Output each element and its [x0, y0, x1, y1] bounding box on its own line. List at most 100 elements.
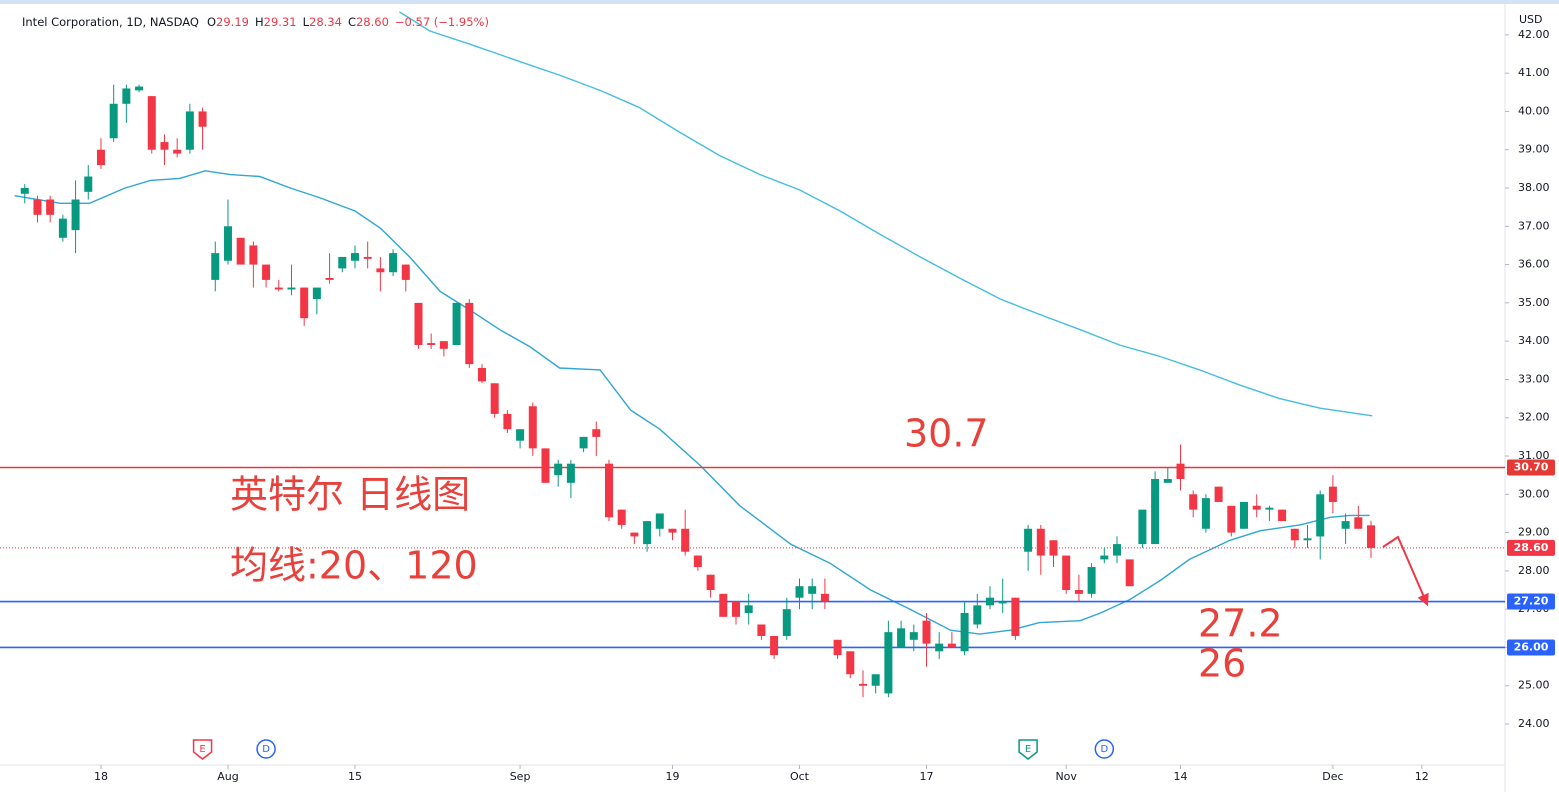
candle-body	[1189, 494, 1198, 510]
candle-body	[833, 639, 842, 656]
candle-body	[731, 601, 740, 617]
candle-body	[490, 383, 499, 414]
candle-body	[20, 188, 29, 194]
candle-body	[719, 593, 728, 617]
event-label: E	[1025, 744, 1031, 755]
candle-body	[58, 218, 67, 238]
price-label-box	[1507, 639, 1555, 656]
candle-body	[604, 463, 613, 518]
candle-body	[1036, 528, 1045, 556]
event-label: E	[199, 744, 205, 755]
candle-body	[350, 253, 359, 261]
candle-body	[1265, 507, 1274, 510]
x-tick-label: 14	[1174, 770, 1188, 783]
candle-body	[1240, 501, 1249, 529]
candle-body	[592, 429, 601, 437]
y-tick-label: 34.00	[1518, 334, 1550, 347]
x-tick-label: 18	[94, 770, 108, 783]
event-marker	[1094, 739, 1115, 759]
ohlc-label: L	[303, 15, 310, 29]
candle-body	[960, 613, 969, 652]
candle-body	[249, 245, 258, 265]
candle-body	[516, 429, 525, 441]
event-label: D	[262, 744, 270, 755]
candle-body	[655, 513, 664, 529]
x-tick-label: Oct	[790, 770, 810, 783]
candle-body	[897, 628, 906, 648]
y-tick-label: 24.00	[1518, 717, 1550, 730]
candle-body	[122, 88, 131, 104]
candle-body	[1328, 486, 1337, 502]
candle-body	[84, 176, 93, 192]
y-tick-label: 32.00	[1518, 411, 1550, 424]
candle-body	[579, 436, 588, 449]
candle-body	[211, 253, 220, 280]
candle-body	[973, 605, 982, 625]
candle-body	[414, 302, 423, 345]
plot-area	[0, 11, 1505, 698]
change: −0.57 (−1.95%)	[395, 15, 489, 29]
candle-body	[1100, 555, 1109, 560]
candle-body	[389, 253, 398, 273]
candle-body	[236, 237, 245, 265]
price-label-box	[1507, 593, 1555, 610]
price-label: 26.00	[1514, 640, 1549, 653]
x-tick-label: 19	[665, 770, 679, 783]
candle-body	[477, 367, 486, 382]
annotation: 30.7	[904, 412, 989, 456]
candle-body	[185, 111, 194, 150]
candle-body	[287, 287, 296, 290]
symbol: Intel Corporation, 1D, NASDAQ	[22, 15, 199, 29]
candle-body	[757, 624, 766, 636]
event-marker	[256, 739, 276, 759]
candle-body	[173, 149, 182, 154]
forecast-arrow	[1382, 535, 1429, 607]
candle-body	[706, 574, 715, 591]
y-tick-label: 42.00	[1518, 28, 1550, 41]
candle-body	[681, 528, 690, 552]
candle-body	[109, 103, 118, 139]
candle-body	[1367, 525, 1376, 548]
ohlc-value: 28.60	[356, 15, 389, 29]
candle-body	[1113, 544, 1122, 556]
price-label-box	[1507, 459, 1555, 476]
y-tick-label: 29.00	[1518, 526, 1550, 539]
ohlc-label: O	[207, 15, 216, 29]
candle-body	[744, 605, 753, 613]
candle-body	[846, 651, 855, 675]
candle-body	[452, 302, 461, 345]
y-tick-label: 41.00	[1518, 66, 1550, 79]
candle-body	[554, 463, 563, 476]
candle-body	[922, 620, 931, 644]
candle-body	[1278, 509, 1287, 522]
legend-header: Intel Corporation, 1D, NASDAQ O29.19 H29.3…	[22, 15, 489, 29]
candle-body	[262, 264, 271, 280]
candle-body	[947, 643, 956, 648]
y-tick-label: 30.00	[1518, 487, 1550, 500]
candle-body	[1151, 478, 1160, 545]
price-label: 27.20	[1514, 595, 1549, 608]
candle-body	[33, 199, 42, 215]
event-label: D	[1100, 744, 1108, 755]
candle-body	[1354, 517, 1363, 529]
candle-body	[1049, 540, 1058, 556]
candle-body	[1252, 505, 1261, 510]
candle-body	[160, 142, 169, 150]
moving-average	[399, 11, 1373, 417]
candle-body	[617, 509, 626, 525]
moving-average	[14, 170, 1370, 635]
annotation: 26	[1198, 642, 1246, 686]
y-tick-label: 33.00	[1518, 372, 1550, 385]
candle-body	[325, 277, 334, 280]
candle-body	[1163, 478, 1172, 483]
candle-body	[376, 268, 385, 273]
candle-body	[858, 683, 867, 686]
candle-body	[541, 448, 550, 483]
candle-body	[668, 528, 677, 533]
candle-body	[312, 287, 321, 300]
candle-body	[71, 199, 80, 231]
candle-body	[871, 674, 880, 686]
x-tick-label: 12	[1415, 770, 1429, 783]
candle-body	[935, 643, 944, 652]
